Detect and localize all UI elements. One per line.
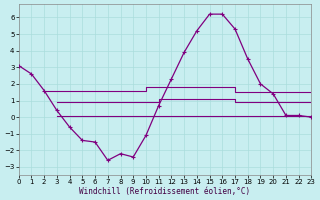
X-axis label: Windchill (Refroidissement éolien,°C): Windchill (Refroidissement éolien,°C)	[79, 187, 251, 196]
